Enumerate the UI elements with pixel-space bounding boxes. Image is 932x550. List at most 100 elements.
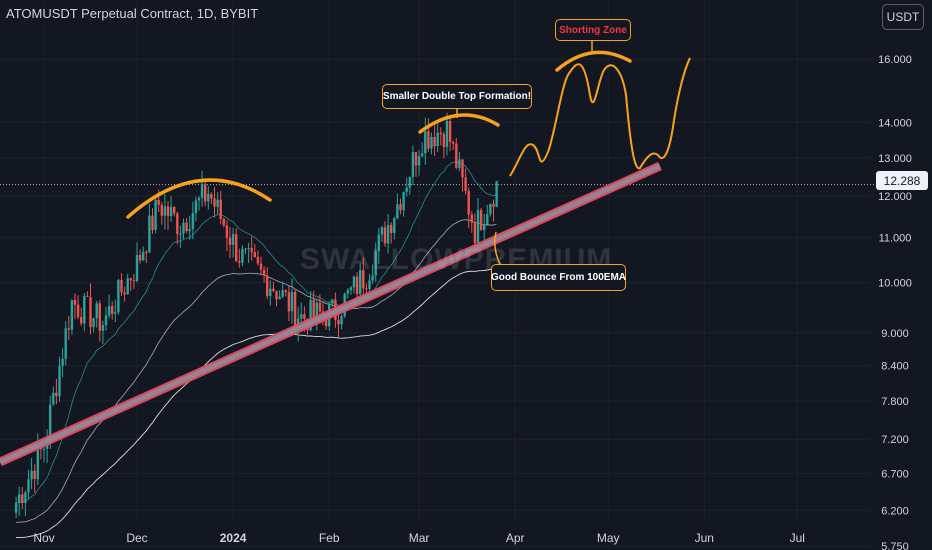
- candle-body: [83, 295, 86, 324]
- candle: [424, 117, 427, 165]
- candle: [24, 490, 27, 517]
- candle: [176, 211, 179, 245]
- candle-body: [204, 184, 207, 202]
- candle: [377, 228, 380, 264]
- y-tick-label: 6.700: [881, 468, 909, 480]
- candle: [390, 222, 393, 244]
- candle-body: [278, 296, 281, 300]
- double-top-annotation[interactable]: Smaller Double Top Formation!: [382, 84, 532, 109]
- candle-body: [417, 156, 421, 166]
- candle-body: [421, 153, 424, 157]
- candle-body: [235, 234, 238, 262]
- candle-body: [470, 214, 473, 223]
- candle-body: [219, 199, 222, 219]
- candle-body: [86, 295, 89, 297]
- shorting-zone-annotation[interactable]: Shorting Zone: [555, 19, 631, 41]
- candle-body: [120, 279, 123, 293]
- projected-price-path: [509, 57, 691, 177]
- candle: [188, 216, 191, 241]
- candle-body: [231, 234, 235, 245]
- candle-body: [331, 299, 334, 304]
- candle: [111, 301, 114, 320]
- candle-body: [467, 191, 470, 215]
- candle: [14, 496, 18, 519]
- candle-body: [455, 143, 458, 168]
- candle-body: [383, 227, 387, 244]
- candle-body: [126, 278, 129, 295]
- candle: [281, 281, 284, 299]
- candle: [495, 181, 498, 208]
- candle-body: [142, 251, 145, 261]
- candle: [349, 285, 353, 295]
- candle: [442, 131, 446, 159]
- candle: [486, 204, 489, 225]
- candle: [80, 307, 83, 326]
- candle: [346, 287, 349, 299]
- support-trendline-fill: [0, 163, 662, 465]
- candle: [290, 278, 294, 324]
- candle-body: [399, 204, 402, 211]
- candle: [30, 458, 33, 490]
- candle-body: [210, 194, 213, 199]
- candle: [275, 290, 278, 307]
- candle: [259, 256, 263, 275]
- candle: [120, 273, 123, 296]
- candle: [92, 317, 95, 333]
- candle-body: [293, 291, 297, 328]
- candle-body: [371, 275, 374, 281]
- candle: [452, 140, 455, 150]
- candle: [439, 127, 442, 146]
- candle-body: [132, 280, 136, 282]
- candle: [473, 213, 477, 249]
- candle: [114, 299, 117, 323]
- candle-body: [368, 280, 371, 289]
- candle: [21, 486, 24, 510]
- price-axis[interactable]: 16.000 14.000 13.000 12.000 11.000 10.000 9.00…: [878, 54, 912, 550]
- candle: [383, 221, 387, 247]
- candle: [430, 132, 433, 155]
- candle: [64, 321, 67, 366]
- candle-body: [129, 278, 132, 281]
- candle: [222, 217, 225, 228]
- rounded-top-arc: [126, 178, 272, 219]
- candle-body: [49, 404, 52, 438]
- candle-body: [483, 224, 486, 231]
- candle: [284, 289, 287, 297]
- candle-body: [362, 270, 365, 289]
- candle: [191, 201, 194, 240]
- candle: [433, 124, 436, 157]
- candle-body: [222, 218, 225, 226]
- currency-button[interactable]: USDT: [882, 4, 924, 30]
- candle: [197, 196, 201, 211]
- y-tick-label: 11.000: [879, 232, 912, 244]
- candle-body: [297, 318, 300, 328]
- y-tick-label: 5.750: [881, 541, 909, 550]
- candle-body: [374, 251, 377, 276]
- candle-body: [21, 494, 24, 504]
- x-tick-label: Nov: [33, 531, 54, 545]
- candle: [337, 312, 340, 339]
- candle-body: [479, 209, 483, 231]
- candle-body: [352, 276, 356, 288]
- candle-body: [393, 218, 396, 233]
- x-tick-label: Jul: [790, 531, 805, 545]
- candle: [371, 264, 374, 285]
- candle-body: [179, 233, 182, 235]
- candle-body: [111, 306, 114, 314]
- bounce-annotation[interactable]: Good Bounce From 100EMA: [491, 264, 626, 291]
- candle: [374, 242, 377, 282]
- candle: [448, 115, 452, 152]
- candle: [445, 112, 449, 156]
- candle: [331, 298, 334, 308]
- candle: [160, 201, 163, 225]
- candle: [269, 280, 272, 306]
- candle: [368, 273, 371, 293]
- candle: [27, 469, 30, 500]
- candle: [142, 246, 145, 261]
- y-tick-label: 13.000: [878, 153, 912, 165]
- candle-body: [262, 269, 266, 276]
- candle-body: [272, 288, 275, 291]
- time-axis[interactable]: Nov Dec 2024 Feb Mar Apr May Jun Jul: [33, 531, 805, 545]
- candle-body: [476, 209, 480, 244]
